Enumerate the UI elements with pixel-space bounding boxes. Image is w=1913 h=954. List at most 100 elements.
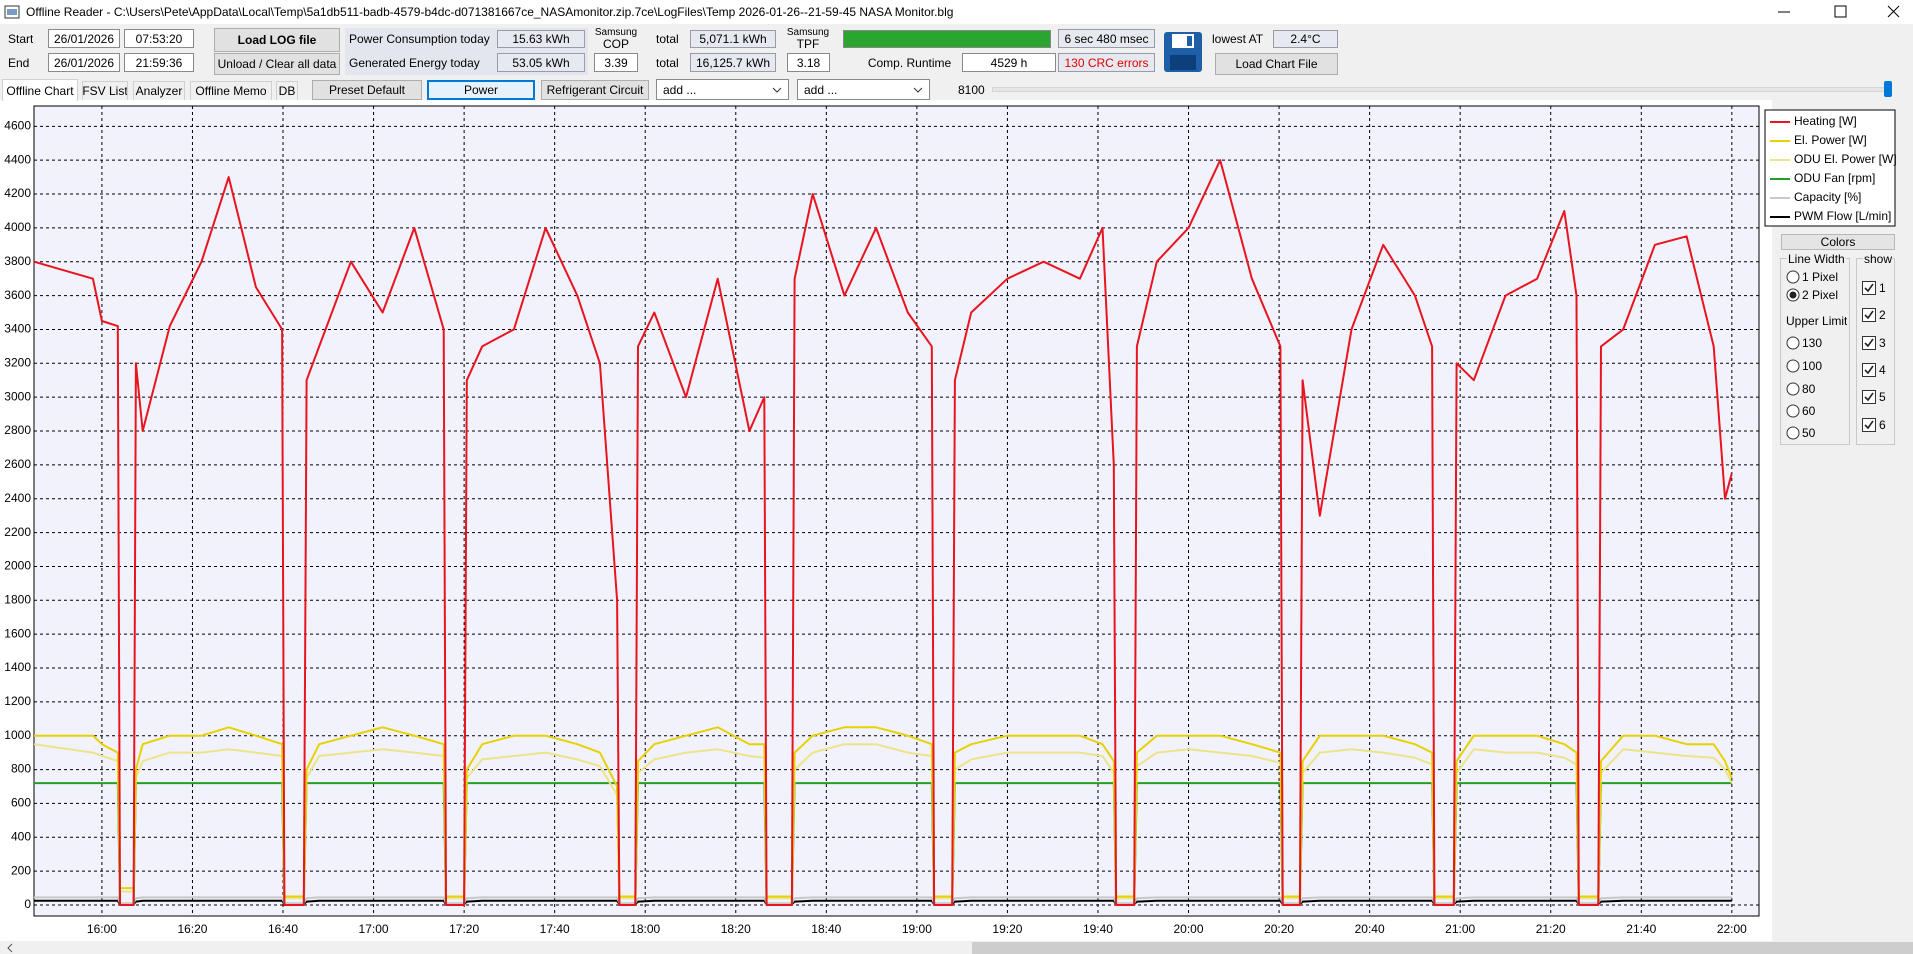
radio-circle[interactable] bbox=[1786, 382, 1802, 396]
show-checkbox[interactable]: 4 bbox=[1862, 362, 1886, 378]
radio-option[interactable]: 1 Pixel bbox=[1786, 269, 1838, 285]
y-tick-label: 2400 bbox=[4, 491, 31, 505]
radio-circle[interactable] bbox=[1786, 336, 1802, 350]
y-tick-label: 4000 bbox=[4, 220, 31, 234]
x-tick-label: 19:40 bbox=[1083, 922, 1113, 936]
end-label: End bbox=[8, 55, 30, 70]
y-tick-label: 1400 bbox=[4, 660, 31, 674]
end-date: 26/01/2026 bbox=[48, 53, 120, 72]
y-tick-label: 1200 bbox=[4, 694, 31, 708]
dropdown-arrow bbox=[772, 87, 782, 93]
x-tick-label: 20:40 bbox=[1355, 922, 1385, 936]
checkbox-label: 3 bbox=[1879, 336, 1886, 350]
radio-circle[interactable] bbox=[1786, 426, 1802, 440]
total-label: total bbox=[656, 55, 679, 70]
radio-option[interactable]: 2 Pixel bbox=[1786, 287, 1838, 303]
start-date: 26/01/2026 bbox=[48, 29, 120, 48]
start-label: Start bbox=[8, 31, 34, 46]
dropdown-arrow bbox=[913, 87, 923, 93]
radio-option[interactable]: 100 bbox=[1786, 358, 1822, 374]
x-tick-label: 20:20 bbox=[1264, 922, 1294, 936]
show-checkbox[interactable]: 3 bbox=[1862, 335, 1886, 351]
x-tick-label: 18:00 bbox=[630, 922, 660, 936]
total-generated: 16,125.7 kWh bbox=[690, 53, 776, 72]
checkbox[interactable] bbox=[1862, 390, 1879, 404]
radio-option[interactable]: 80 bbox=[1786, 381, 1815, 397]
load-log-button[interactable]: Load LOG file bbox=[214, 28, 340, 52]
cop-title: Samsung COP bbox=[592, 27, 640, 51]
tab[interactable]: Offline Memo bbox=[190, 81, 272, 100]
slider-track[interactable] bbox=[992, 87, 1892, 92]
y-tick-label: 2000 bbox=[4, 559, 31, 573]
scroll-left[interactable] bbox=[6, 943, 14, 953]
legend-label: Heating [W] bbox=[1794, 114, 1857, 128]
x-tick-label: 17:40 bbox=[540, 922, 570, 936]
legend-label: El. Power [W] bbox=[1794, 133, 1867, 147]
y-tick-label: 0 bbox=[24, 897, 31, 911]
radio-label: 60 bbox=[1802, 404, 1816, 418]
add-select[interactable]: add ... bbox=[656, 79, 789, 100]
tab[interactable]: Offline Chart bbox=[2, 79, 78, 101]
slider-thumb[interactable] bbox=[1884, 81, 1892, 97]
lowest-at-value: 2.4°C bbox=[1273, 30, 1338, 48]
plot-area bbox=[33, 105, 1760, 917]
save-icon[interactable] bbox=[1163, 31, 1203, 73]
radio-circle[interactable] bbox=[1786, 270, 1802, 284]
x-tick-label: 18:20 bbox=[721, 922, 751, 936]
series-line bbox=[33, 159, 1733, 906]
x-tick-label: 16:40 bbox=[268, 922, 298, 936]
radio-circle[interactable] bbox=[1786, 404, 1802, 418]
radio-option[interactable]: 50 bbox=[1786, 425, 1815, 441]
x-tick-label: 19:20 bbox=[992, 922, 1022, 936]
show-checkbox[interactable]: 2 bbox=[1862, 307, 1886, 323]
total-label: total bbox=[656, 32, 679, 46]
checkbox[interactable] bbox=[1862, 336, 1879, 350]
tab[interactable]: Analyzer bbox=[133, 81, 185, 100]
checkbox[interactable] bbox=[1862, 363, 1879, 377]
radio-circle[interactable] bbox=[1786, 288, 1802, 302]
toolbar-button[interactable]: Preset Default bbox=[312, 80, 422, 100]
x-tick-label: 21:20 bbox=[1536, 922, 1566, 936]
checkbox[interactable] bbox=[1862, 418, 1879, 432]
x-tick-label: 21:40 bbox=[1626, 922, 1656, 936]
x-tick-label: 19:00 bbox=[902, 922, 932, 936]
series-line bbox=[34, 726, 1733, 898]
y-tick-label: 2800 bbox=[4, 423, 31, 437]
radio-option[interactable]: 60 bbox=[1786, 403, 1815, 419]
y-tick-label: 800 bbox=[11, 762, 31, 776]
unload-button[interactable]: Unload / Clear all data bbox=[214, 53, 340, 75]
crc-errors: 130 CRC errors bbox=[1058, 53, 1155, 72]
upper-limit-label: Upper Limit bbox=[1786, 314, 1848, 328]
lowest-at-label: lowest AT bbox=[1212, 32, 1264, 46]
legend-label: ODU El. Power [W] bbox=[1794, 152, 1897, 166]
toolbar-button[interactable]: Power bbox=[427, 80, 535, 100]
tab[interactable]: DB bbox=[276, 81, 298, 100]
radio-circle[interactable] bbox=[1786, 359, 1802, 373]
tab[interactable]: FSV List bbox=[82, 81, 128, 100]
cop-title-2: COP bbox=[602, 37, 629, 51]
checkbox[interactable] bbox=[1862, 308, 1879, 322]
y-tick-label: 4200 bbox=[4, 186, 31, 200]
radio-label: 100 bbox=[1802, 359, 1823, 373]
show-checkbox[interactable]: 6 bbox=[1862, 417, 1886, 433]
select-text: add ... bbox=[804, 82, 838, 97]
radio-option[interactable]: 130 bbox=[1786, 335, 1822, 351]
y-tick-label: 200 bbox=[11, 863, 31, 877]
y-tick-label: 1600 bbox=[4, 626, 31, 640]
y-tick-label: 3400 bbox=[4, 322, 31, 336]
show-checkbox[interactable]: 5 bbox=[1862, 389, 1886, 405]
add-select[interactable]: add ... bbox=[797, 79, 930, 100]
checkbox[interactable] bbox=[1862, 281, 1879, 295]
show-checkbox[interactable]: 1 bbox=[1862, 280, 1886, 296]
window-controls[interactable] bbox=[1770, 0, 1913, 24]
toolbar-button[interactable]: Refrigerant Circuit bbox=[541, 80, 649, 100]
panel-title: Colors bbox=[1781, 234, 1895, 250]
runtime-label: Comp. Runtime bbox=[867, 55, 952, 70]
power-label: Power Consumption today bbox=[349, 32, 490, 46]
line-width-label: Line Width bbox=[1787, 251, 1846, 266]
scroll-thumb[interactable] bbox=[972, 942, 1913, 954]
h-scrollbar[interactable] bbox=[0, 941, 1913, 954]
x-tick-label: 17:20 bbox=[449, 922, 479, 936]
load-chart-button[interactable]: Load Chart File bbox=[1215, 53, 1338, 75]
x-tick-label: 18:40 bbox=[811, 922, 841, 936]
